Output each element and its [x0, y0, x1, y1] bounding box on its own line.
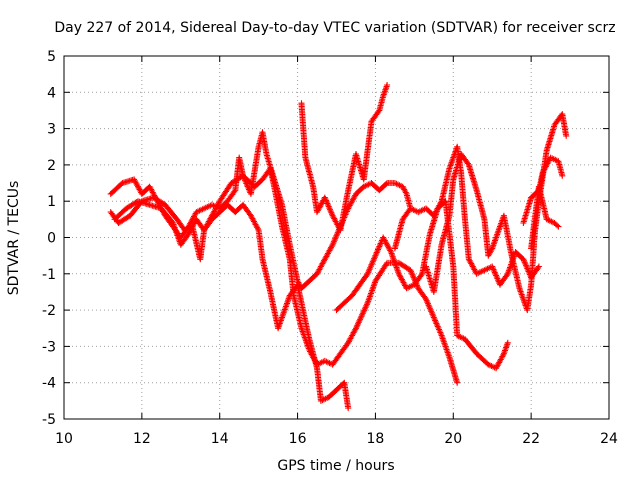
y-tick-label: 3 — [47, 122, 56, 138]
series-markers — [107, 165, 461, 386]
y-tick-label: 5 — [47, 49, 56, 65]
y-tick-label: 4 — [47, 85, 56, 101]
y-axis-label: SDTVAR / TECUs — [6, 181, 22, 296]
series-track-8 — [520, 154, 566, 226]
y-tick-label: -1 — [42, 267, 56, 283]
series-track-2 — [107, 165, 461, 386]
series-line — [114, 200, 349, 409]
series-track-4 — [298, 82, 391, 234]
x-tick-label: 18 — [367, 431, 385, 447]
y-tick-label: -2 — [42, 303, 56, 319]
x-tick-label: 24 — [600, 431, 618, 447]
series-markers — [528, 183, 562, 252]
y-tick-label: -5 — [42, 412, 56, 428]
x-tick-label: 14 — [211, 431, 229, 447]
y-tick-label: -4 — [42, 376, 56, 392]
x-tick-label: 20 — [444, 431, 462, 447]
series-markers — [391, 143, 542, 288]
series-markers — [520, 154, 566, 226]
series-line — [336, 199, 509, 369]
series-track-3 — [111, 198, 352, 412]
y-tick-label: 2 — [47, 158, 56, 174]
y-tick-label: 1 — [47, 194, 56, 210]
series-markers — [298, 82, 391, 234]
x-axis-label: GPS time / hours — [277, 458, 394, 474]
y-tick-label: 0 — [47, 231, 56, 247]
series-track-9 — [528, 183, 562, 252]
series-layer — [107, 82, 570, 412]
x-tick-label: 22 — [522, 431, 540, 447]
series-markers — [423, 111, 570, 314]
y-tick-label: -3 — [42, 339, 56, 355]
x-tick-label: 10 — [55, 431, 73, 447]
chart-title: Day 227 of 2014, Sidereal Day-to-day VTE… — [54, 20, 615, 36]
series-markers — [111, 198, 352, 412]
x-tick-label: 12 — [133, 431, 151, 447]
x-tick-label: 16 — [289, 431, 307, 447]
